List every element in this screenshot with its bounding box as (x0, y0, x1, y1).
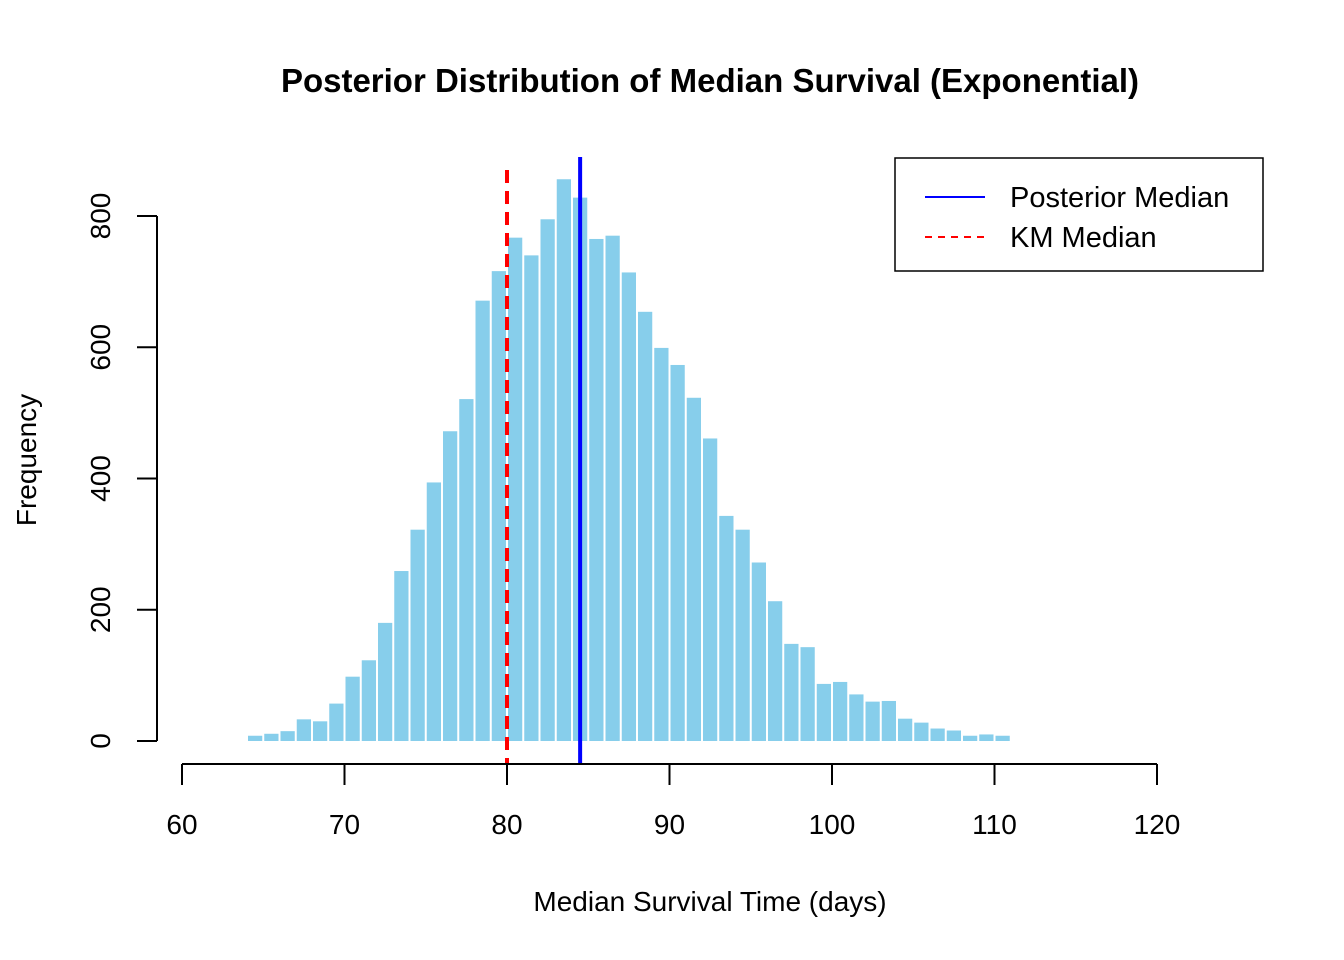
y-tick-label: 800 (85, 193, 116, 240)
histogram-bar (459, 399, 474, 741)
legend-box (894, 157, 1264, 272)
histogram-bar (280, 731, 295, 741)
y-tick-label: 400 (85, 455, 116, 502)
histogram-bar (751, 562, 766, 741)
histogram-bar (329, 703, 344, 741)
histogram-bar (768, 601, 783, 741)
histogram-bar (979, 734, 994, 741)
reference-lines-group (505, 157, 583, 764)
histogram-bar (410, 529, 425, 741)
histogram-bar (475, 300, 490, 741)
y-axis-label: Frequency (11, 394, 42, 526)
histogram-bar (881, 700, 896, 741)
x-tick-label: 70 (329, 809, 360, 840)
histogram-bar (686, 397, 701, 741)
histogram-bar (378, 622, 393, 741)
x-axis-label: Median Survival Time (days) (533, 886, 886, 917)
bars-group (248, 179, 1010, 741)
histogram-bar (784, 643, 799, 741)
x-tick-label: 110 (972, 809, 1017, 840)
histogram-bar (556, 179, 571, 741)
histogram-bar (833, 681, 848, 741)
histogram-bar (654, 347, 669, 741)
histogram-bar (638, 311, 653, 741)
x-tick-label: 80 (491, 809, 522, 840)
histogram-bar (524, 255, 539, 741)
x-tick-label: 120 (1134, 809, 1181, 840)
histogram-bar (426, 482, 441, 741)
y-tick-label: 0 (85, 733, 116, 749)
histogram-bar (345, 676, 360, 741)
histogram-bar (605, 235, 620, 741)
histogram-bar (946, 730, 961, 741)
histogram-bar (800, 647, 815, 741)
y-tick-label: 200 (85, 586, 116, 633)
histogram-bar (508, 237, 523, 741)
histogram-bar (995, 735, 1010, 741)
legend: Posterior Median KM Median (894, 157, 1264, 272)
histogram-bar (963, 735, 978, 741)
legend-label-posterior-median: Posterior Median (1010, 182, 1229, 214)
histogram-bar (589, 238, 604, 741)
histogram-bar (361, 660, 376, 741)
histogram-bar (264, 733, 279, 741)
histogram-bar (621, 272, 636, 741)
legend-label-km-median: KM Median (1010, 222, 1157, 254)
histogram-bar (930, 728, 945, 741)
x-axis: 60 70 80 90 100 110 120 (166, 763, 1181, 840)
histogram-bar (491, 271, 506, 741)
histogram-bar (898, 718, 913, 741)
y-tick-label: 600 (85, 324, 116, 371)
histogram-bar (296, 719, 311, 741)
histogram-bar (816, 683, 831, 741)
histogram-bar (540, 219, 555, 741)
histogram-bar (719, 515, 734, 741)
histogram-bar (914, 722, 929, 741)
histogram-bar (394, 571, 409, 741)
histogram-bar (849, 694, 864, 741)
histogram-bar (248, 735, 263, 741)
histogram-bar (670, 364, 685, 741)
histogram-bar (313, 721, 328, 741)
histogram-bar (443, 431, 458, 741)
x-tick-label: 60 (166, 809, 197, 840)
histogram-bar (735, 529, 750, 741)
x-tick-label: 90 (654, 809, 685, 840)
histogram-bar (703, 438, 718, 741)
x-tick-label: 100 (809, 809, 856, 840)
y-axis: 0 200 400 600 800 (85, 193, 158, 749)
histogram-bar (865, 701, 880, 741)
chart-title: Posterior Distribution of Median Surviva… (281, 62, 1139, 99)
